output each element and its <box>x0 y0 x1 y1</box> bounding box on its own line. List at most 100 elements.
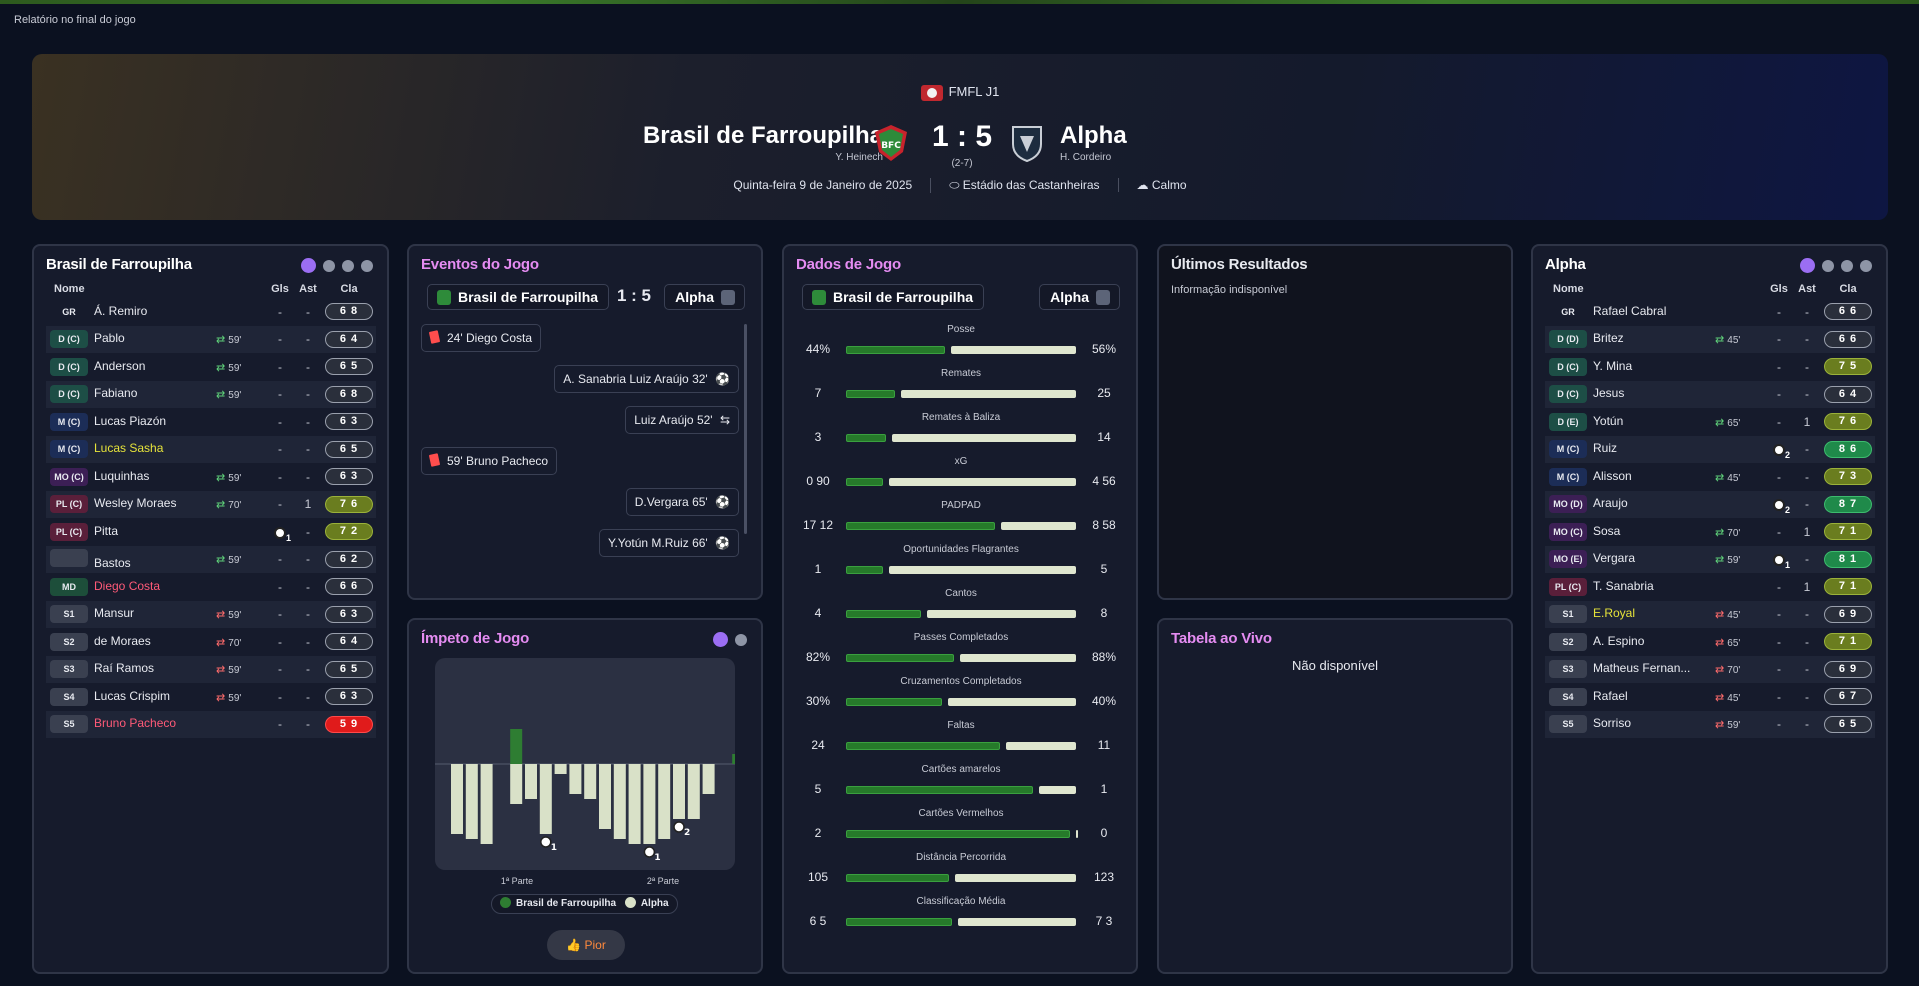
player-name[interactable]: Alisson <box>1593 468 1632 483</box>
away-team-name[interactable]: Alpha <box>1060 122 1127 149</box>
player-name[interactable]: Luquinhas <box>94 468 150 483</box>
rating-badge[interactable]: 6 5 <box>325 358 373 376</box>
player-row[interactable]: M (C) Ruiz 2-8 6 <box>1545 435 1875 463</box>
page-dot[interactable] <box>1860 260 1872 272</box>
player-row[interactable]: S5 Bruno Pacheco - -5 9 <box>46 710 376 738</box>
event-item[interactable]: Luiz Araújo 52' ⇆ <box>625 406 739 434</box>
player-row[interactable]: MO (C) Luquinhas ⇄ 59' - -6 3 <box>46 463 376 491</box>
rating-badge[interactable]: 6 8 <box>325 303 373 321</box>
player-name[interactable]: Pitta <box>94 523 119 538</box>
player-name[interactable]: Fabiano <box>94 386 138 401</box>
rating-badge[interactable]: 7 1 <box>1824 578 1872 596</box>
event-item[interactable]: 24' Diego Costa <box>421 324 542 352</box>
page-dot[interactable] <box>1800 258 1815 273</box>
player-name[interactable]: Lucas Sasha <box>94 441 164 456</box>
rating-badge[interactable]: 6 6 <box>1824 303 1872 321</box>
rating-badge[interactable]: 7 2 <box>325 523 373 541</box>
page-dot[interactable] <box>1822 260 1834 272</box>
player-row[interactable]: M (C) Alisson ⇄ 45' - -7 3 <box>1545 463 1875 491</box>
page-dot[interactable] <box>301 258 316 273</box>
home-team-block[interactable]: Brasil de Farroupilha Y. Heinech <box>643 122 883 163</box>
rating-badge[interactable]: 6 5 <box>1824 715 1872 733</box>
player-row[interactable]: PL (C) Wesley Moraes ⇄ 70' -1 7 6 <box>46 490 376 518</box>
rating-badge[interactable]: 6 7 <box>1824 688 1872 706</box>
lineup-col-header[interactable]: Ast <box>1798 283 1816 295</box>
player-name[interactable]: Sorriso <box>1593 716 1632 731</box>
player-name[interactable]: Anderson <box>94 358 146 373</box>
home-team-name[interactable]: Brasil de Farroupilha <box>642 122 883 149</box>
rating-badge[interactable]: 8 6 <box>1824 440 1872 458</box>
rating-badge[interactable]: 8 1 <box>1824 550 1872 568</box>
rating-badge[interactable]: 7 6 <box>325 495 373 513</box>
rating-badge[interactable]: 6 3 <box>325 605 373 623</box>
player-row[interactable]: M (C) Lucas Sasha - -6 5 <box>46 435 376 463</box>
events-list[interactable]: 24' Diego Costa A. Sanabria Luiz Araújo 3… <box>409 246 761 596</box>
player-name[interactable]: Jesus <box>1593 386 1625 401</box>
player-row[interactable]: D (D) Britez ⇄ 45' - -6 6 <box>1545 325 1875 353</box>
event-item[interactable]: Y.Yotún M.Ruiz 66' ⚽ <box>599 529 739 557</box>
player-name[interactable]: Bruno Pacheco <box>94 716 177 731</box>
player-name[interactable]: Pablo <box>94 331 125 346</box>
player-name[interactable]: Bastos <box>94 555 131 570</box>
player-name[interactable]: Ruiz <box>1593 441 1618 456</box>
rating-badge[interactable]: 7 1 <box>1824 523 1872 541</box>
rating-badge[interactable]: 7 5 <box>1824 358 1872 376</box>
player-name[interactable]: Araujo <box>1593 496 1628 511</box>
player-name[interactable]: Matheus Fernan... <box>1593 661 1691 676</box>
player-row[interactable]: PL (C) T. Sanabria - 1 7 1 <box>1545 573 1875 601</box>
rating-badge[interactable]: 5 9 <box>325 715 373 733</box>
lineup-col-header[interactable]: Ast <box>299 283 317 295</box>
player-name[interactable]: Yotún <box>1593 413 1624 428</box>
player-row[interactable]: S4 Lucas Crispim ⇄ 59' - -6 3 <box>46 683 376 711</box>
away-lineup-title[interactable]: Alpha <box>1545 256 1586 273</box>
rating-badge[interactable]: 6 2 <box>325 550 373 568</box>
rating-badge[interactable]: 6 3 <box>325 413 373 431</box>
stats-home-team[interactable]: Brasil de Farroupilha <box>802 284 985 310</box>
rating-button[interactable]: 👍 Pior <box>547 930 625 960</box>
events-away-team[interactable]: Alpha <box>664 284 745 310</box>
home-lineup-title[interactable]: Brasil de Farroupilha <box>46 256 192 273</box>
player-name[interactable]: Mansur <box>94 606 135 621</box>
events-scrollbar[interactable] <box>744 324 747 534</box>
event-item[interactable]: 59' Bruno Pacheco <box>421 447 558 475</box>
player-row[interactable]: D (C) Jesus - -6 4 <box>1545 380 1875 408</box>
player-row[interactable]: S1 Mansur ⇄ 59' - -6 3 <box>46 600 376 628</box>
rating-badge[interactable]: 6 6 <box>325 578 373 596</box>
rating-badge[interactable]: 6 6 <box>1824 330 1872 348</box>
rating-badge[interactable]: 6 8 <box>325 385 373 403</box>
rating-badge[interactable]: 6 5 <box>325 440 373 458</box>
stats-away-team[interactable]: Alpha <box>1039 284 1120 310</box>
competition[interactable]: FMFL J1 <box>32 84 1888 101</box>
rating-badge[interactable]: 6 5 <box>325 660 373 678</box>
player-row[interactable]: MD Diego Costa - -6 6 <box>46 573 376 601</box>
player-row[interactable]: S1 E.Royal ⇄ 45' - -6 9 <box>1545 600 1875 628</box>
player-row[interactable]: S3 Raí Ramos ⇄ 59' - -6 5 <box>46 655 376 683</box>
page-dot[interactable] <box>735 634 747 646</box>
rating-badge[interactable]: 6 9 <box>1824 605 1872 623</box>
rating-badge[interactable]: 6 4 <box>1824 385 1872 403</box>
player-name[interactable]: E.Royal <box>1593 606 1636 621</box>
rating-badge[interactable]: 7 6 <box>1824 413 1872 431</box>
rating-badge[interactable]: 6 3 <box>325 688 373 706</box>
player-name[interactable]: Wesley Moraes <box>94 496 177 511</box>
player-row[interactable]: MO (E) Vergara ⇄ 59' 1-8 1 <box>1545 545 1875 573</box>
event-item[interactable]: A. Sanabria Luiz Araújo 32' ⚽ <box>554 365 739 393</box>
events-home-team[interactable]: Brasil de Farroupilha <box>427 284 610 310</box>
player-row[interactable]: S2 A. Espino ⇄ 65' - -7 1 <box>1545 628 1875 656</box>
player-row[interactable]: Bastos ⇄ 59' - -6 2 <box>46 545 376 573</box>
player-name[interactable]: Lucas Crispim <box>94 688 171 703</box>
player-row[interactable]: S2 de Moraes ⇄ 70' - -6 4 <box>46 628 376 656</box>
player-row[interactable]: MO (C) Sosa ⇄ 70' -1 7 1 <box>1545 518 1875 546</box>
rating-badge[interactable]: 6 4 <box>325 330 373 348</box>
player-name[interactable]: Vergara <box>1593 551 1636 566</box>
player-row[interactable]: GR Rafael Cabral - -6 6 <box>1545 298 1875 326</box>
player-row[interactable]: M (C) Lucas Piazón - -6 3 <box>46 408 376 436</box>
player-name[interactable]: Sosa <box>1593 523 1621 538</box>
player-name[interactable]: Y. Mina <box>1593 358 1633 373</box>
player-name[interactable]: Á. Remiro <box>94 303 148 318</box>
player-name[interactable]: Britez <box>1593 331 1624 346</box>
lineup-col-header[interactable]: Nome <box>54 283 85 295</box>
player-row[interactable]: D (C) Y. Mina - -7 5 <box>1545 353 1875 381</box>
player-row[interactable]: PL (C) Pitta 1 -7 2 <box>46 518 376 546</box>
rating-badge[interactable]: 7 1 <box>1824 633 1872 651</box>
